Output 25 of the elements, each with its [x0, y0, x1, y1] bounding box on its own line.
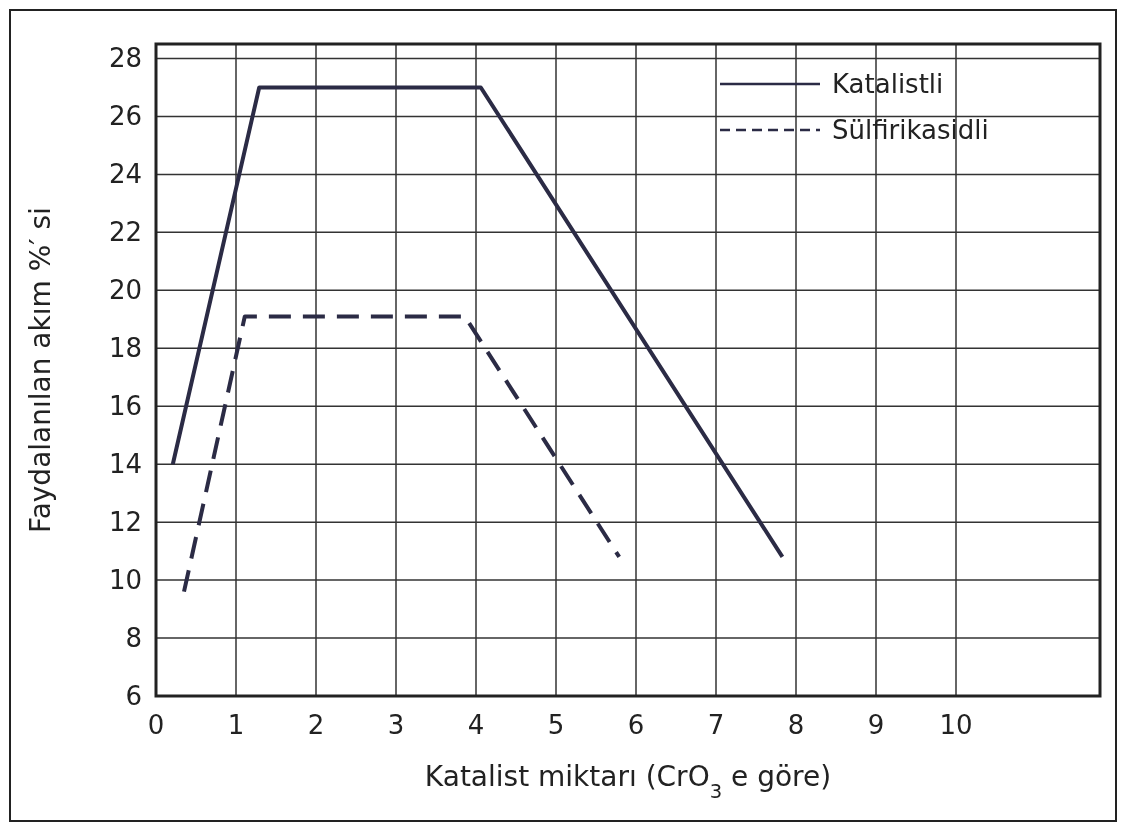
- y-tick-label: 16: [108, 391, 142, 422]
- x-tick-label: 4: [467, 710, 485, 740]
- x-tick-label: 7: [707, 710, 725, 740]
- x-tick-label: 9: [867, 710, 885, 740]
- y-tick-label: 14: [108, 449, 142, 480]
- y-tick-label: 28: [108, 43, 142, 74]
- y-tick-label: 18: [108, 333, 142, 364]
- y-axis-title: Faydalanılan akım %′ si: [24, 207, 57, 533]
- x-tick-label: 6: [627, 710, 645, 740]
- x-tick-label: 0: [147, 710, 165, 740]
- x-tick-label: 1: [227, 710, 245, 740]
- x-tick-label: 10: [939, 710, 973, 740]
- x-tick-label: 3: [387, 710, 405, 740]
- x-axis-title: Katalist miktarı (CrO$_{3}$ e göre): [424, 760, 832, 803]
- x-tick-label: 8: [787, 710, 805, 740]
- x-tick-label: 5: [547, 710, 565, 740]
- y-tick-label: 20: [108, 275, 142, 306]
- y-tick-label: 24: [108, 159, 142, 190]
- y-tick-label: 22: [108, 217, 142, 248]
- y-tick-label: 10: [108, 565, 142, 596]
- y-tick-label: 6: [125, 681, 142, 711]
- y-tick-label: 8: [125, 623, 142, 654]
- y-tick-label: 12: [108, 507, 142, 538]
- x-tick-label: 2: [307, 710, 325, 740]
- y-tick-label: 26: [108, 101, 142, 132]
